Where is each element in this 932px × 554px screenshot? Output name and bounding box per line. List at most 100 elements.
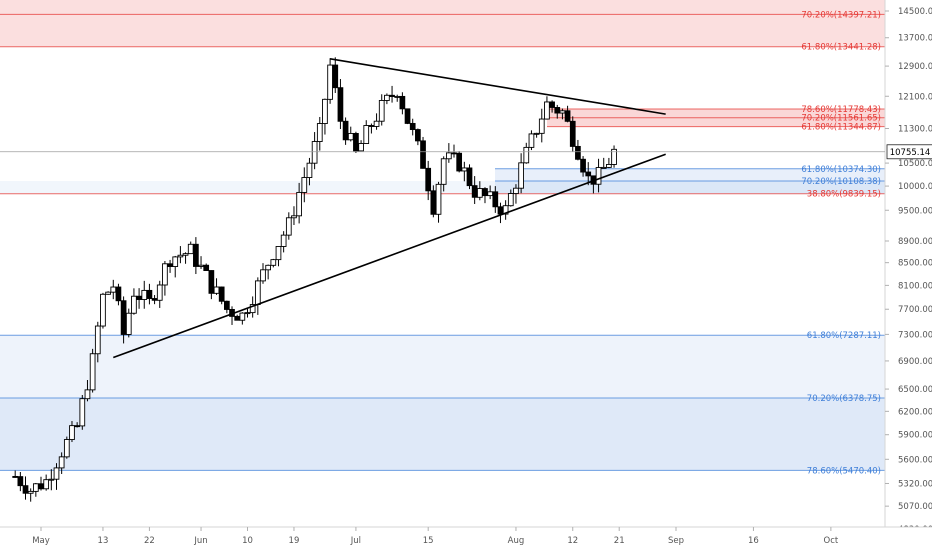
candle [306, 157, 313, 186]
candle [224, 300, 230, 314]
last-price-badge [886, 144, 932, 160]
candle [291, 206, 297, 225]
price-tick-label: 12900.00 [898, 62, 932, 72]
time-tick-label: 10 [242, 536, 253, 546]
price-tick-label: 10000.00 [898, 182, 932, 192]
price-tick-label: 10500.00 [898, 159, 932, 169]
candle [94, 321, 101, 363]
candle [162, 260, 168, 296]
candle [43, 474, 50, 491]
candle [84, 379, 91, 402]
fib-label-10: 70.20%(6378.75) [807, 394, 881, 404]
price-tick-label: 6500.00 [898, 385, 932, 395]
fib-level-labels: 70.20%(14397.21) 61.80%(13441.28) 78.60%(1… [801, 10, 881, 476]
price-tick-label: 13700.00 [898, 34, 932, 44]
candle [399, 92, 406, 115]
price-tick-label: 7300.00 [898, 330, 932, 340]
candle [239, 312, 246, 325]
candle [296, 182, 302, 224]
trendline-upper[interactable] [329, 58, 666, 115]
price-tick-label: 5600.00 [898, 455, 932, 465]
time-tick-label: Jul [350, 536, 361, 546]
time-tick-label: 21 [614, 536, 625, 546]
candle [172, 255, 179, 278]
candle [89, 348, 96, 393]
price-tick-label: 5070.00 [898, 502, 932, 512]
candle [17, 471, 24, 492]
last-price-marker: 10755.14 [0, 144, 932, 160]
candle [358, 140, 364, 152]
time-tick-label: May [32, 536, 50, 546]
price-tick-label: 14500.00 [898, 7, 932, 17]
candle [507, 189, 514, 207]
candle [415, 128, 421, 146]
candle [218, 286, 225, 305]
fib-zone-1 [0, 0, 885, 47]
fib-label-1: 70.20%(14397.21) [801, 10, 881, 20]
price-tick-label: 9500.00 [898, 206, 932, 216]
time-tick-label: 13 [98, 536, 109, 546]
candle [409, 118, 416, 136]
candle [420, 136, 426, 169]
time-tick-label: Aug [508, 536, 525, 546]
candle [280, 231, 287, 253]
candle [606, 157, 612, 169]
price-tick-label: 8900.00 [898, 237, 932, 247]
candle [523, 142, 530, 164]
candle [115, 283, 122, 306]
fib-label-3: 78.60%(11778.43) [801, 105, 881, 115]
candle [270, 258, 277, 268]
candle [22, 476, 29, 500]
candle [53, 463, 60, 490]
candle [79, 395, 86, 430]
price-tick-label: 7700.00 [898, 305, 932, 315]
fib-zone-5 [0, 335, 885, 398]
candle [538, 108, 545, 143]
candle [611, 145, 617, 168]
candle [342, 117, 349, 145]
candle [564, 105, 571, 123]
price-tick-label: 5900.00 [898, 431, 932, 441]
fib-zone-4 [0, 181, 885, 194]
candle [518, 153, 524, 194]
fib-label-5: 61.80%(11344.87) [801, 123, 881, 133]
time-axis-background [0, 527, 932, 550]
price-tick-label: 8500.00 [898, 259, 932, 269]
last-price-label: 10755.14 [890, 148, 931, 158]
candle [544, 96, 550, 120]
fib-label-4: 70.20%(11561.65) [801, 114, 881, 124]
time-axis[interactable]: May 13 22 Jun 10 19 Jul 15 Aug 12 21 Sep 16 Oct [0, 526, 932, 550]
candle [193, 237, 199, 275]
candle [580, 156, 586, 177]
candle [156, 280, 163, 308]
candle [569, 116, 576, 152]
price-tick-label: 12100.00 [898, 92, 932, 102]
candle [322, 98, 328, 135]
candle [27, 488, 34, 502]
fib-zone-6 [0, 397, 885, 471]
price-axis[interactable]: 14500.00 13700.00 12900.00 12100.00 11300.00… [884, 0, 932, 550]
candle [316, 116, 323, 151]
candle [445, 143, 452, 163]
candle [69, 421, 75, 443]
price-tick-label: 8100.00 [898, 281, 932, 291]
candle [456, 151, 463, 173]
time-tick-label: Sep [668, 536, 684, 546]
candle [466, 164, 473, 190]
candle [513, 184, 519, 204]
candle [435, 181, 442, 223]
trendlines[interactable] [113, 58, 666, 359]
candle [131, 288, 137, 315]
candle [575, 139, 581, 161]
candle [549, 100, 555, 113]
candle [554, 104, 561, 119]
candle [301, 167, 308, 203]
candle [585, 162, 592, 186]
fib-level-lines [0, 13, 885, 471]
candle [595, 158, 602, 193]
fib-label-6: 61.80%(10374.30) [801, 165, 881, 175]
trendline-lower[interactable] [113, 153, 666, 359]
